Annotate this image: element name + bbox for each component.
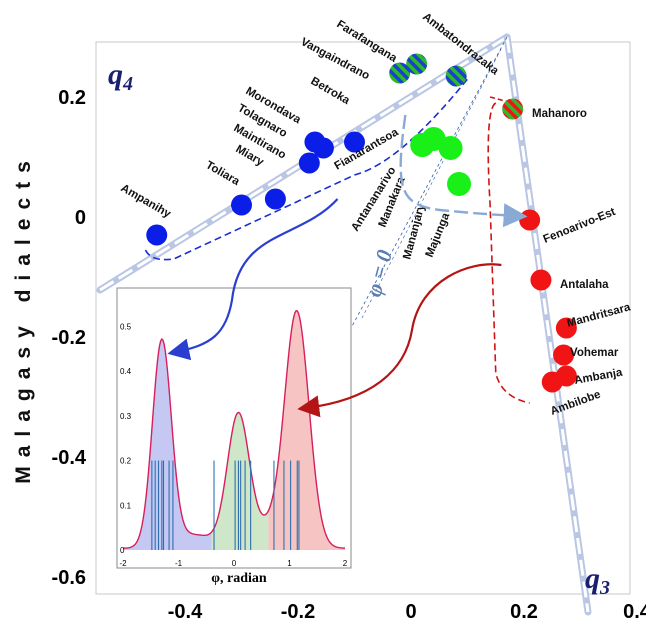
label-mahanoro: Mahanoro <box>532 108 587 120</box>
x-tick-label: -0.2 <box>281 601 315 620</box>
label-fenoarivo-est: Fenoarivo-Est <box>542 206 618 246</box>
x-tick-label: -0.4 <box>168 601 203 620</box>
point-toliara <box>231 194 252 216</box>
blue-cluster-outline <box>144 78 469 261</box>
axis-ticks: -0.4 -0.2 0 0.2 0.4 0.2 0 -0.2 -0.4 -0.6 <box>52 87 646 620</box>
red-cluster-arrow <box>297 263 502 418</box>
point-ampanihy <box>146 224 168 246</box>
inset-density-plot: -2 -1 0 1 2 0 0.1 0.2 0.3 0.4 0.5 φ, radian <box>116 287 352 586</box>
label-mandritsara: Mandritsara <box>566 301 633 330</box>
inset-x-tick: 0 <box>232 559 237 568</box>
inset-x-label: φ, radian <box>211 571 267 586</box>
point-morondava <box>312 137 334 159</box>
red-cluster-outline <box>487 102 530 404</box>
point-mahanoro <box>502 98 524 120</box>
inset-y-tick: 0.1 <box>120 501 132 510</box>
label-betroka: Betroka <box>309 75 353 107</box>
phi-zero-line <box>349 36 508 331</box>
phi-zero-line-2 <box>361 48 502 319</box>
point-ambilobe <box>541 371 563 393</box>
point-mandritsara <box>555 317 577 339</box>
inset-y-tick: 0.5 <box>120 322 132 331</box>
y-tick-label: -0.4 <box>52 447 87 469</box>
inset-y-tick: 0.4 <box>120 367 132 376</box>
y-tick-label: 0.2 <box>58 87 86 109</box>
y-tick-label: -0.6 <box>52 567 86 589</box>
plot-frame <box>95 41 631 595</box>
label-ampanihy: Ampanihy <box>119 182 174 220</box>
inset-x-tick: -1 <box>175 559 183 568</box>
inset-x-tick: 1 <box>287 559 292 568</box>
connector-arrows <box>167 114 528 418</box>
point-maintirano <box>298 152 320 174</box>
inset-y-tick: 0.2 <box>120 457 132 466</box>
point-miary <box>264 188 286 210</box>
point-fenoarivo-est <box>519 209 541 231</box>
point-antalaha <box>530 269 552 291</box>
inset-x-tick: 2 <box>343 559 348 568</box>
svg-text:q4: q4 <box>108 58 133 95</box>
q3-axis-core <box>505 36 590 613</box>
point-manakara <box>410 133 435 157</box>
x-tick-label: 0.2 <box>510 601 538 620</box>
inset-region-0 <box>123 339 212 550</box>
point-farafangana <box>406 53 428 75</box>
y-tick-label: 0 <box>75 207 86 229</box>
q4-label: q4 <box>108 58 133 95</box>
svg-text:q3: q3 <box>585 562 610 599</box>
y-tick-label: -0.2 <box>52 327 86 349</box>
label-fianarantsoa: Fianarantsoa <box>333 126 402 172</box>
inset-region-1 <box>211 412 269 550</box>
inset-y-tick: 0.3 <box>120 412 132 421</box>
x-tick-label: 0 <box>405 601 416 620</box>
phi-zero-label: φ = 0 <box>361 247 397 299</box>
label-majunga: Majunga <box>424 211 453 259</box>
point-betroka <box>344 131 365 153</box>
inset-y-tick: 0 <box>120 546 125 555</box>
inset-x-tick: -2 <box>119 559 127 568</box>
label-ambanja: Ambanja <box>573 367 624 387</box>
point-majunga <box>447 172 472 196</box>
label-toliara: Toliara <box>204 159 242 188</box>
y-axis-label: Malagasy dialects <box>12 152 35 484</box>
point-ambatondrazaka <box>445 65 467 87</box>
x-tick-label: 0.4 <box>623 601 646 620</box>
label-antalaha: Antalaha <box>560 279 609 291</box>
label-vohemar: Vohemar <box>570 347 619 359</box>
point-vangaindrano <box>389 62 411 84</box>
phi-arc-arrow <box>399 114 528 228</box>
point-mananjary <box>438 136 463 160</box>
q3-label: q3 <box>585 562 610 599</box>
inset-density-curve <box>122 310 346 549</box>
point-vohemar <box>553 344 575 366</box>
blue-cluster-arrow <box>167 198 339 361</box>
q4-axis-core <box>99 35 508 292</box>
